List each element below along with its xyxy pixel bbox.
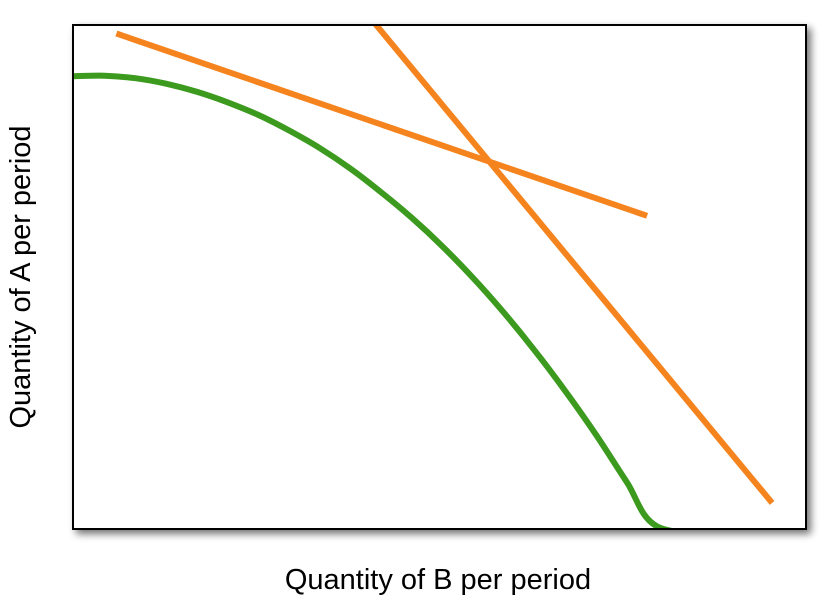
line-series-2: [373, 26, 775, 505]
plot-frame: [72, 24, 807, 530]
line-series-1: [115, 30, 649, 219]
x-axis-label: Quantity of B per period: [285, 564, 591, 596]
series-layer: [74, 26, 775, 528]
curve-series: [74, 72, 673, 528]
y-axis-label: Quantity of A per period: [5, 125, 37, 428]
